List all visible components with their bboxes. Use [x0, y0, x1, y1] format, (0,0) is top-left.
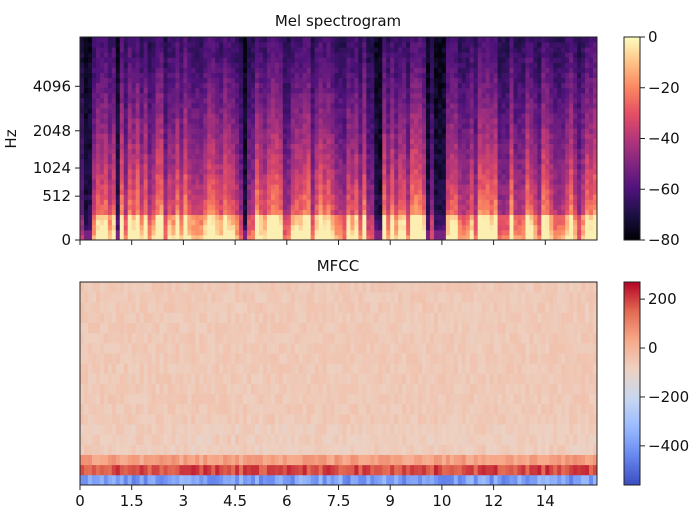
colorbar-tick-label: 0: [648, 28, 658, 46]
y-tick-label: 0: [61, 231, 71, 249]
mel-heatmap: [80, 37, 598, 241]
colorbar-tick-label: 200: [648, 290, 677, 308]
x-tick-label: 12: [484, 492, 503, 510]
x-tick-label: 7.5: [327, 492, 351, 510]
colorbar-tick-label: −40: [648, 130, 680, 148]
mfcc-title: MFCC: [317, 257, 360, 275]
x-tick-label: 0: [75, 492, 85, 510]
x-tick-label: 9: [385, 492, 395, 510]
mel-colorbar: [623, 36, 641, 241]
mel-y-axis: 0 512 1024 2048 4096: [33, 77, 80, 249]
y-tick-label: 512: [42, 187, 71, 205]
mfcc-x-axis: 0 1.5 3 4.5 6 7.5 9 10 12 14: [75, 485, 555, 510]
mfcc-colorbar-ticks: 200 0 −200 −400: [640, 290, 689, 455]
x-tick-label: 6: [282, 492, 292, 510]
mel-colorbar-ticks: 0 −20 −40 −60 −80: [640, 28, 680, 249]
x-tick-label: 4.5: [223, 492, 247, 510]
colorbar-tick-label: −60: [648, 180, 680, 198]
colorbar-tick-label: −80: [648, 231, 680, 249]
colorbar-tick-label: −400: [648, 437, 689, 455]
mel-x-axis: [79, 240, 546, 245]
mel-title: Mel spectrogram: [275, 12, 401, 30]
x-tick-label: 1.5: [120, 492, 144, 510]
y-tick-label: 4096: [33, 77, 71, 95]
mfcc-heatmap: [80, 282, 598, 486]
x-tick-label: 10: [432, 492, 451, 510]
mfcc-colorbar: [623, 281, 641, 486]
y-tick-label: 2048: [33, 122, 71, 140]
x-tick-label: 14: [536, 492, 555, 510]
y-tick-label: 1024: [33, 159, 71, 177]
colorbar-tick-label: 0: [648, 339, 658, 357]
colorbar-tick-label: −200: [648, 388, 689, 406]
x-tick-label: 3: [179, 492, 189, 510]
colorbar-tick-label: −20: [648, 79, 680, 97]
mel-y-label: Hz: [2, 129, 20, 148]
